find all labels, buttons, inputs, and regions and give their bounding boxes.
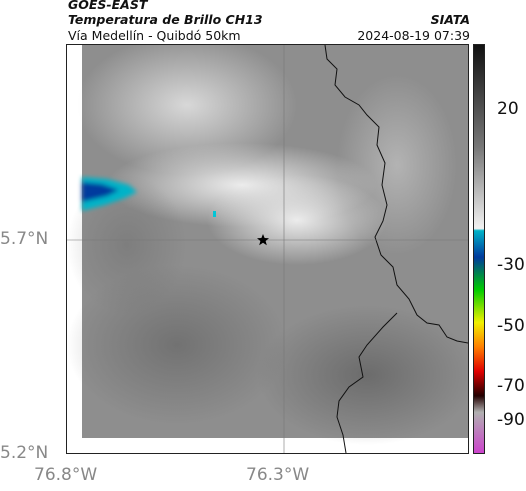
- lon-label: 76.8°W: [34, 465, 98, 485]
- satellite-map: [66, 44, 469, 454]
- region-label: Vía Medellín - Quibdó 50km: [68, 28, 241, 43]
- cold-cloud-patch: [82, 177, 137, 211]
- colorbar-label: 20: [497, 99, 519, 119]
- border-line: [324, 45, 468, 344]
- lat-label: 5.7°N: [0, 229, 49, 249]
- org-label: SIATA: [430, 12, 470, 27]
- product-title: Temperatura de Brillo CH13: [68, 12, 263, 27]
- cold-cloud-dot: [213, 211, 216, 217]
- colorbar: [473, 44, 485, 454]
- star-marker: [257, 234, 269, 246]
- datetime-label: 2024-08-19 07:39: [357, 28, 470, 43]
- satellite-title: GOES-EAST: [68, 0, 148, 12]
- colorbar-label: -50: [497, 316, 525, 336]
- lon-label: 76.3°W: [246, 465, 310, 485]
- colorbar-label: -70: [497, 376, 525, 396]
- colorbar-label: -90: [497, 410, 525, 430]
- lat-label: 5.2°N: [0, 443, 49, 463]
- colorbar-label: -30: [497, 255, 525, 275]
- cloud-field: [67, 45, 468, 445]
- border-line-south: [336, 312, 398, 453]
